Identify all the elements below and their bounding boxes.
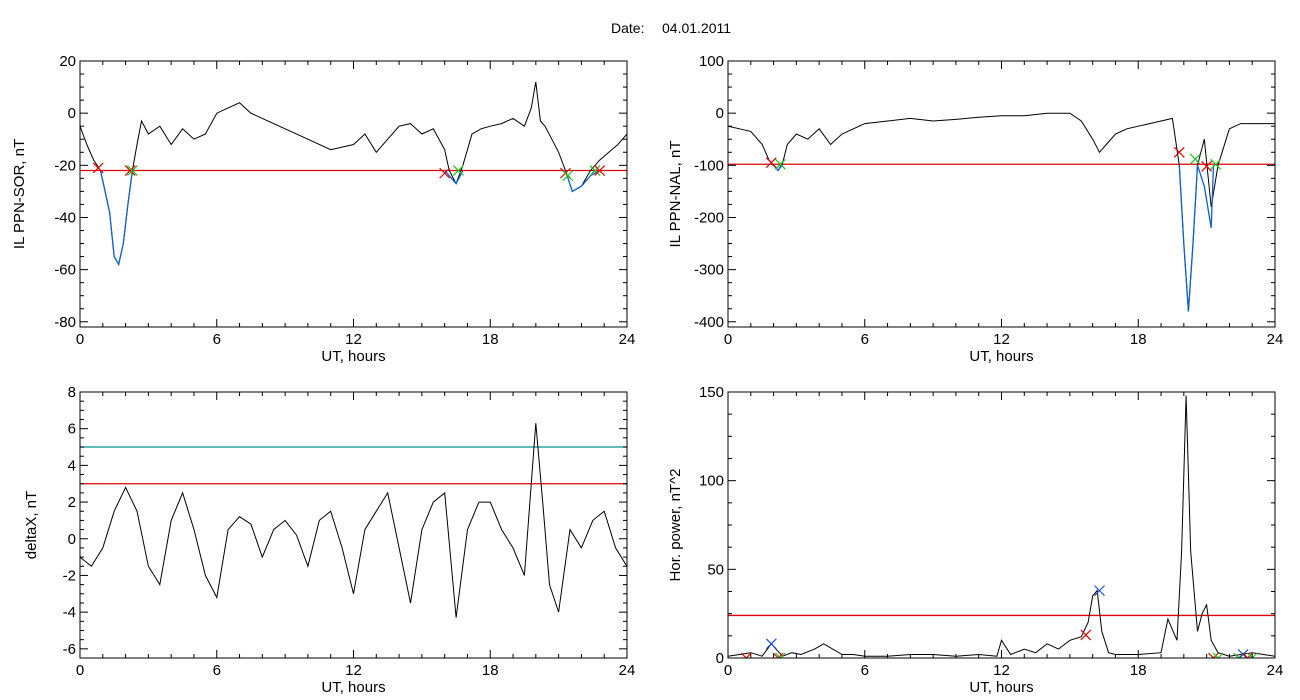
x-tick-label: 24 [1267,331,1284,348]
chart-panel-nal: 0 6 12 18 24 -400 -300 -200 -100 0 100 UT, hours IL … [667,53,1283,365]
y-axis-title: deltaX, nT [23,491,40,559]
marker-red [92,162,104,174]
x-tick-label: 6 [861,662,869,679]
series-highlight-segment [444,170,464,185]
y-tick-label: 0 [716,105,724,122]
marker-red [1242,652,1254,658]
axes-frame [79,60,628,328]
series-highlight-segment [564,169,601,193]
marker-red [740,652,752,658]
marker-green [452,165,464,176]
marker-green [1210,158,1222,170]
marker-red [439,167,451,179]
x-tick-label: 18 [482,331,499,348]
axes-frame [727,391,1276,659]
date-value: 04.01.2011 [662,20,731,36]
marker-green [774,158,786,170]
y-tick-label: 2 [68,494,76,511]
marker-red [772,652,784,658]
y-tick-label: -4 [63,604,76,621]
marker-green [126,165,138,176]
marker-green [1189,153,1201,165]
y-tick-label: 100 [699,53,724,70]
x-tick-label: 0 [724,331,732,348]
y-tick-label: -80 [54,314,76,331]
y-tick-label: -300 [694,262,724,279]
y-tick-label: 6 [68,421,76,438]
x-tick-label: 24 [619,662,636,679]
series-line [728,112,1275,312]
y-tick-label: -200 [694,209,724,226]
x-tick-label: 18 [1130,331,1147,348]
x-tick-label: 6 [861,331,869,348]
y-tick-label: 50 [707,561,724,578]
x-tick-label: 0 [76,331,84,348]
y-tick-label: -400 [694,314,724,331]
y-tick-label: 0 [716,650,724,667]
y-tick-label: -100 [694,157,724,174]
x-tick-label: 0 [724,662,732,679]
y-axis-title: Hor. power, nT^2 [667,469,684,582]
marker-red [1208,652,1219,658]
x-tick-label: 12 [345,662,362,679]
series-line [80,423,627,618]
marker-green [1233,652,1244,658]
x-tick-label: 24 [619,331,636,348]
y-tick-label: 4 [68,457,76,474]
plot-area [80,423,627,618]
y-tick-label: 0 [68,105,76,122]
marker-green [1212,652,1224,658]
x-axis-title: UT, hours [321,679,385,696]
y-tick-label: 0 [68,531,76,548]
marker-green [589,165,601,176]
marker-red [594,165,606,176]
x-tick-label: 24 [1267,662,1284,679]
series-highlight-segment [99,170,134,267]
chart-panel-power: 0 6 12 18 24 0 50 100 150 UT, hours Hor. power, nT… [667,384,1283,696]
x-tick-label: 12 [345,331,362,348]
y-tick-label: -6 [63,641,76,658]
plot-area [80,81,627,267]
x-tick-label: 12 [993,331,1010,348]
date-label: Date: [611,20,644,36]
chart-panel-sor: 0 6 12 18 24 -80 -60 -40 -20 0 20 UT, hours IL PPN-S… [11,53,635,365]
x-axis-title: UT, hours [969,348,1033,365]
y-axis-title: IL PPN-NAL, nT [667,141,684,248]
x-tick-label: 6 [213,662,221,679]
marker-red [1080,629,1092,641]
marker-green [1246,652,1258,658]
series-line [80,81,627,266]
y-tick-label: 150 [699,384,724,401]
y-tick-label: 8 [68,384,76,401]
marker-blue [765,638,777,650]
plot-area [728,395,1275,658]
marker-red [765,157,777,169]
series-line [728,395,1275,657]
y-tick-label: -2 [63,567,76,584]
x-axis-title: UT, hours [969,679,1033,696]
marker-blue [1094,585,1105,597]
series-highlight-segment [1178,165,1215,312]
marker-red [124,165,136,176]
y-axis-title: IL PPN-SOR, nT [11,139,28,249]
x-axis-title: UT, hours [321,348,385,365]
marker-green [774,652,786,658]
x-tick-label: 0 [76,662,84,679]
y-tick-label: 20 [59,53,76,70]
x-tick-label: 18 [1130,662,1147,679]
y-tick-label: -40 [54,209,76,226]
y-tick-label: 100 [699,473,724,490]
x-tick-label: 12 [993,662,1010,679]
y-tick-label: -60 [54,262,76,279]
marker-red [1201,160,1213,172]
marker-red [1173,146,1185,158]
x-tick-label: 18 [482,662,499,679]
x-tick-label: 6 [213,331,221,348]
axes-frame [727,60,1276,328]
y-tick-label: -20 [54,157,76,174]
marker-green [562,170,574,182]
plot-area [728,112,1275,312]
